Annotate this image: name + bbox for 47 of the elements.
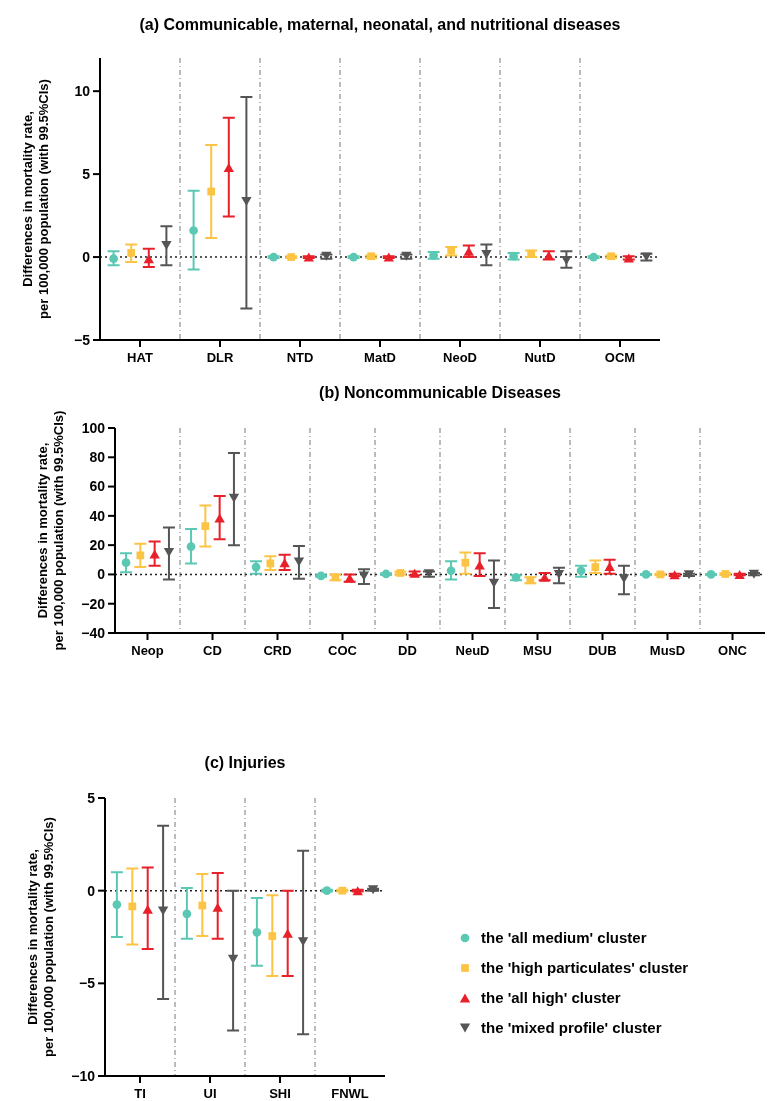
- y-axis-title: Differences in mortality rate, per 100,000 population (with 99.5%CIs): [35, 410, 66, 651]
- y-axis-title: Differences in mortality rate, per 100,000 population (with 99.5%CIs): [25, 817, 56, 1057]
- chart-title: (c) Injuries: [204, 754, 286, 771]
- x-tick-label: Neop: [131, 643, 164, 658]
- x-tick-label: COC: [328, 643, 358, 658]
- x-tick-label: FNWL: [331, 1086, 369, 1101]
- y-tick-label: 100: [81, 419, 106, 436]
- x-tick-label: NTD: [286, 350, 314, 365]
- x-tick-label: MatD: [364, 350, 396, 365]
- y-axis-title: Differences in mortality rate, per 100,000 population (with 99.5%CIs): [20, 79, 51, 319]
- legend-label: the 'mixed profile' cluster: [481, 1019, 662, 1037]
- y-tick-label: −10: [71, 1067, 96, 1084]
- y-tick-label: 0: [82, 248, 91, 265]
- legend-label: the 'all medium' cluster: [481, 929, 647, 947]
- chart-title: (b) Noncommunicable Diseases: [319, 384, 562, 401]
- x-tick-label: UI: [203, 1086, 217, 1101]
- x-tick-label: MusD: [649, 643, 686, 658]
- x-tick-label: TI: [134, 1086, 146, 1101]
- y-tick-label: 5: [82, 166, 91, 183]
- x-tick-label: NeoD: [443, 350, 477, 365]
- y-tick-label: −5: [74, 331, 91, 348]
- y-tick-label: 10: [74, 83, 91, 100]
- y-tick-label: 5: [87, 789, 96, 806]
- x-tick-label: NutD: [524, 350, 556, 365]
- y-tick-label: 0: [97, 566, 106, 583]
- y-tick-label: 60: [89, 478, 106, 495]
- x-tick-label: CD: [203, 643, 222, 658]
- chart-title: (a) Communicable, maternal, neonatal, and nutritional diseases: [139, 16, 621, 33]
- y-tick-label: 20: [89, 537, 106, 554]
- x-tick-label: DLR: [206, 350, 234, 365]
- y-tick-label: 0: [87, 882, 96, 899]
- x-tick-label: CRD: [263, 643, 292, 658]
- x-tick-label: SHI: [269, 1086, 291, 1101]
- y-tick-label: 40: [89, 507, 106, 524]
- y-tick-label: −5: [79, 975, 96, 992]
- x-tick-label: DD: [398, 643, 417, 658]
- y-tick-label: −40: [81, 624, 106, 641]
- x-tick-label: DUB: [588, 643, 617, 658]
- legend-label: the 'high particulates' cluster: [481, 959, 689, 977]
- x-tick-label: OCM: [604, 350, 636, 365]
- x-tick-label: HAT: [127, 350, 153, 365]
- y-tick-label: −20: [81, 595, 106, 612]
- y-tick-label: 80: [89, 449, 106, 466]
- x-tick-label: ONC: [718, 643, 748, 658]
- x-tick-label: MSU: [523, 643, 552, 658]
- legend-label: the 'all high' cluster: [481, 989, 621, 1007]
- x-tick-label: NeuD: [455, 643, 490, 658]
